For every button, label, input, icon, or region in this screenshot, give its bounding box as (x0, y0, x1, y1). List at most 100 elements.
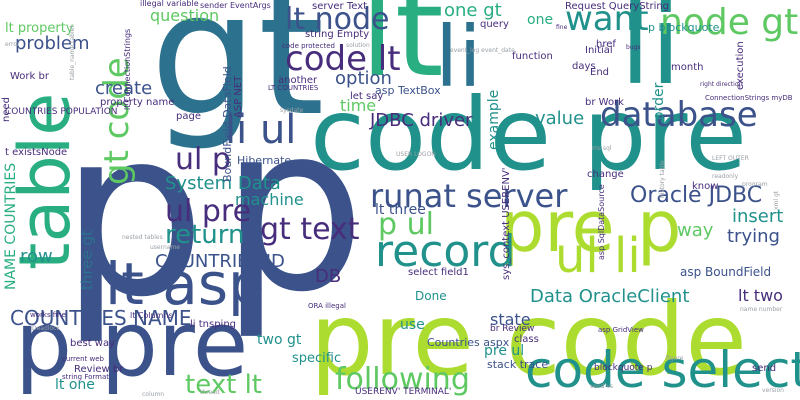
word: node gt (660, 2, 799, 43)
word: time (340, 96, 377, 115)
word: pre p (500, 186, 682, 268)
word: li (620, 0, 682, 109)
word: DB (315, 266, 342, 287)
word: lt asp (105, 250, 265, 318)
word: p (220, 76, 366, 343)
word: LT COUNTRIES (268, 84, 319, 92)
word: username (150, 244, 180, 251)
word: example (486, 89, 502, 150)
word: lt node (285, 2, 390, 37)
word: class (514, 334, 539, 345)
word: li ul (225, 107, 297, 153)
word: Oracle JDBC (630, 183, 763, 208)
word: code select (525, 341, 800, 399)
word: ul p (175, 142, 231, 177)
word: lt ConnectionStrings (123, 28, 132, 110)
word: li tnsping (190, 319, 237, 330)
word: change (587, 169, 624, 180)
word: return (165, 220, 245, 250)
word: BoundField DataField (221, 66, 234, 182)
word: current web (62, 355, 104, 363)
word: two gt (257, 332, 302, 348)
word: another (278, 75, 318, 86)
word: ms sql (592, 145, 612, 152)
word: ASP NET (233, 75, 244, 118)
word: p (60, 81, 206, 348)
word: history table (659, 160, 666, 198)
word: href (596, 39, 616, 50)
word: page (176, 111, 201, 122)
word: one (527, 12, 554, 28)
word: row (20, 246, 53, 267)
word: column (142, 391, 165, 398)
word: Done (415, 289, 447, 303)
word: Data OracleClient (530, 286, 690, 307)
word: code pre (310, 76, 747, 193)
word: blockquote p (594, 363, 653, 373)
word: pre code (310, 281, 747, 398)
word: Deadlock (32, 325, 60, 332)
word: state (490, 310, 531, 329)
word: br Work (585, 97, 624, 108)
word: works fine (30, 311, 66, 319)
word: asp TextBox (375, 84, 441, 97)
word: best way (70, 338, 116, 349)
word: one gt (444, 0, 502, 21)
word: use (400, 317, 425, 333)
word: readonly (712, 173, 739, 180)
word: code lt (285, 39, 401, 79)
word: p blockquote (648, 21, 720, 34)
word: nested tables (122, 234, 163, 241)
word: ul li (555, 228, 641, 284)
word: database (600, 95, 758, 135)
word: bugs (626, 44, 641, 51)
word: ORA illegal (308, 302, 346, 310)
word: JDBC driver (370, 110, 473, 131)
word: lt Columns (130, 311, 173, 320)
word: asp GridView (598, 326, 644, 334)
word: question (150, 6, 220, 25)
word: send vs (590, 383, 614, 390)
word: Review br (74, 364, 124, 375)
word: value (535, 108, 585, 129)
word: br Review (490, 324, 535, 334)
word: Hibernate (237, 154, 292, 167)
word: lt three (375, 202, 426, 218)
word: gt text (260, 212, 360, 247)
word: way (677, 220, 714, 241)
word: know (692, 181, 719, 192)
word: table (4, 92, 86, 270)
word: USERENV' TERMINAL' (355, 387, 452, 397)
word: let say (350, 91, 384, 102)
word: sender EventArgs (200, 1, 271, 10)
word: create (95, 78, 153, 99)
word: asp SqlDataSource (597, 184, 606, 260)
word: COUNTRIES POPULATION (5, 107, 118, 117)
word: lt (360, 0, 444, 105)
word: trying (727, 226, 780, 247)
word: thread (200, 389, 220, 396)
word: option (335, 68, 392, 89)
word: gt (150, 0, 325, 154)
word: USER LOGON (396, 151, 436, 158)
word: problem (15, 33, 90, 54)
word: insert (732, 206, 784, 227)
word: server Text (312, 1, 368, 12)
word: p pre (15, 292, 249, 397)
word: right direction (700, 81, 743, 88)
word: query (480, 19, 509, 30)
word: days (572, 61, 596, 72)
word: System Data (165, 173, 281, 194)
word: lt one (55, 377, 95, 393)
word: xml gt (773, 190, 780, 210)
word: event_log event_date (450, 47, 515, 54)
word: send (752, 363, 777, 374)
word: stack trace (487, 358, 549, 371)
word: COUNTRIES ID (155, 251, 285, 272)
word: sys_context USERENV' (501, 167, 512, 280)
word: pre ul (484, 343, 525, 359)
word: fine (556, 24, 568, 31)
word: COUNTRIES NAME (10, 306, 192, 330)
word: End (590, 67, 610, 78)
word: table_name tablet (69, 25, 76, 80)
